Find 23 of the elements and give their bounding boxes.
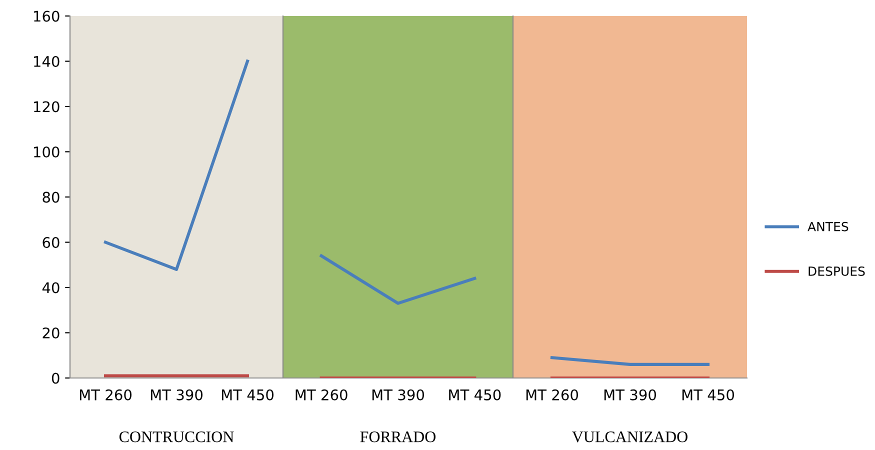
legend-label: DESPUES	[808, 266, 865, 276]
y-tick-label: 40	[42, 282, 60, 294]
y-tick-label: 120	[34, 101, 60, 112]
y-tick-label: 160	[34, 10, 60, 22]
y-tick-label: 140	[34, 56, 60, 67]
x-tick-label: MT 390	[604, 389, 656, 400]
legend-label: ANTES	[808, 222, 848, 232]
x-tick-label: MT 390	[372, 389, 424, 400]
y-tick-label: 20	[42, 327, 60, 338]
y-tick-label: 100	[34, 146, 60, 158]
x-tick-label: MT 450	[222, 389, 274, 400]
x-tick-label: MT 450	[449, 389, 501, 400]
y-tick-label: 0	[52, 372, 60, 384]
y-tick-label: 60	[42, 236, 60, 248]
x-tick-label: MT 260	[296, 389, 348, 400]
x-axis-title: FORRADO	[360, 432, 436, 442]
x-tick-label: MT 260	[526, 389, 578, 400]
y-tick-label: 80	[42, 192, 60, 203]
x-axis-title: CONTRUCCION	[119, 432, 234, 442]
x-tick-label: MT 390	[150, 389, 203, 400]
x-tick-label: MT 450	[682, 389, 734, 400]
x-tick-label: MT 260	[80, 389, 132, 400]
x-axis-title: VULCANIZADO	[572, 432, 688, 442]
